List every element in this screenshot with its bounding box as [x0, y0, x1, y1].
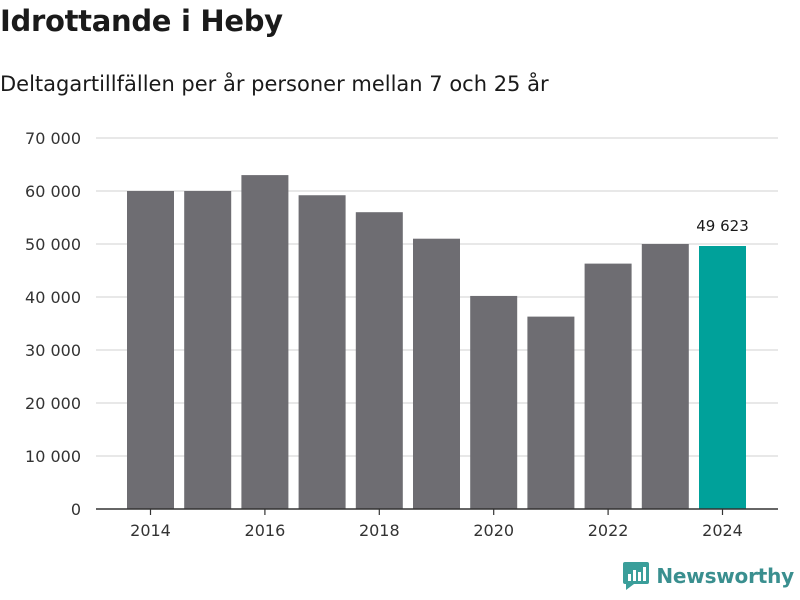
bar-2023	[641, 244, 689, 509]
bar-2020	[470, 295, 518, 509]
data-label-highlight: 49 623	[696, 217, 749, 235]
y-tick-label: 0	[71, 500, 81, 519]
chart-subtitle: Deltagartillfällen per år personer mella…	[0, 72, 549, 96]
y-tick-label: 40 000	[25, 288, 81, 307]
y-tick-label: 10 000	[25, 447, 81, 466]
x-tick-label-2014: 2014	[130, 521, 171, 540]
bar-2015	[184, 191, 232, 509]
x-tick-label-2018: 2018	[359, 521, 400, 540]
bar-2016	[241, 175, 289, 509]
x-tick-label-2024: 2024	[702, 521, 743, 540]
y-tick-label: 70 000	[25, 129, 81, 148]
bar-2021	[527, 316, 575, 509]
newsworthy-logo-icon	[623, 562, 650, 590]
newsworthy-brand: Newsworthy	[623, 562, 794, 590]
y-tick-label: 60 000	[25, 182, 81, 201]
brand-name: Newsworthy	[656, 564, 794, 588]
bar-2018	[355, 212, 403, 509]
bar-2022	[584, 263, 632, 509]
x-tick-label-2022: 2022	[588, 521, 629, 540]
bar-2017	[298, 195, 346, 510]
bar-2019	[413, 238, 460, 509]
bar-2014	[127, 191, 174, 509]
x-tick-label-2020: 2020	[473, 521, 514, 540]
y-tick-label: 30 000	[25, 341, 81, 360]
x-tick-label-2016: 2016	[245, 521, 286, 540]
y-tick-label: 20 000	[25, 394, 81, 413]
y-tick-label: 50 000	[25, 235, 81, 254]
bar-2024	[699, 245, 746, 509]
chart-title: Idrottande i Heby	[0, 4, 283, 38]
